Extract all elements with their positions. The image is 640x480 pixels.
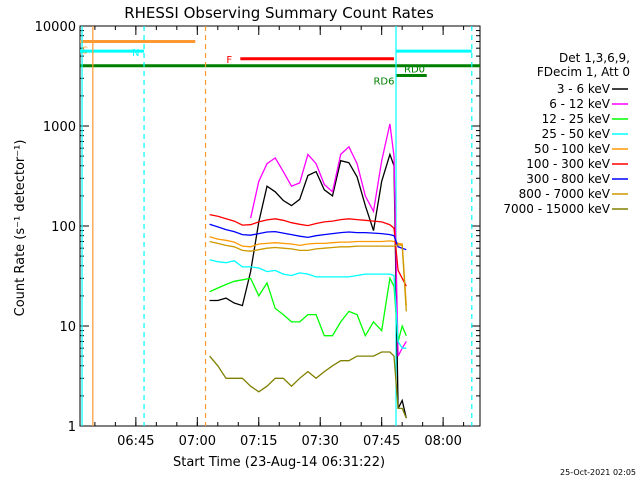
series-line xyxy=(209,351,407,419)
series-line xyxy=(209,223,407,251)
legend-label: 800 - 7000 keV xyxy=(519,187,611,201)
legend-header: Det 1,3,6,9, xyxy=(559,51,630,65)
x-axis-label: Start Time (23-Aug-14 06:31:22) xyxy=(173,455,385,470)
legend-label: 3 - 6 keV xyxy=(557,82,611,96)
plot-area: SNFRD0RD6 xyxy=(79,25,481,427)
x-tick-label: 07:30 xyxy=(301,434,338,449)
x-tick-label: 07:15 xyxy=(240,434,277,449)
legend-label: 25 - 50 keV xyxy=(542,127,611,141)
series-line xyxy=(209,236,407,306)
y-tick-label: 100 xyxy=(51,220,76,235)
legend-label: 6 - 12 keV xyxy=(549,97,611,111)
y-tick-label: 1 xyxy=(68,420,76,435)
legend-label: 7000 - 15000 keV xyxy=(503,202,610,216)
y-axis-label: Count Rate (s⁻¹ detector⁻¹) xyxy=(13,140,28,317)
legend-label: 50 - 100 keV xyxy=(534,142,611,156)
flag-label: RD0 xyxy=(404,64,425,75)
flag-label: RD6 xyxy=(373,76,394,87)
series-line xyxy=(209,152,407,419)
legend-label: 100 - 300 keV xyxy=(526,157,610,171)
y-tick-label: 10 xyxy=(59,320,76,335)
y-tick-labels: 1 10 100 1000 10000 xyxy=(35,20,76,435)
flag-bars: SNFRD0RD6 xyxy=(80,39,480,87)
series-line xyxy=(209,213,407,287)
plot-frame xyxy=(79,25,481,427)
x-tick-label: 07:45 xyxy=(363,434,400,449)
flag-label: N xyxy=(132,48,139,59)
x-tick-label: 06:45 xyxy=(117,434,154,449)
x-tick-label: 08:00 xyxy=(424,434,461,449)
y-tick-label: 10000 xyxy=(35,20,76,35)
legend-header: FDecim 1, Att 0 xyxy=(537,65,630,79)
series-line xyxy=(209,276,407,342)
chart-title: RHESSI Observing Summary Count Rates xyxy=(124,4,434,22)
series-line xyxy=(209,240,407,312)
x-tick-labels: 06:45 07:00 07:15 07:30 07:45 08:00 xyxy=(117,434,462,449)
x-tick-label: 07:00 xyxy=(179,434,216,449)
legend-label: 12 - 25 keV xyxy=(542,112,611,126)
series-line xyxy=(209,259,407,349)
legend-label: 300 - 800 keV xyxy=(526,172,610,186)
y-tick-label: 1000 xyxy=(43,120,76,135)
data-series xyxy=(209,123,407,419)
series-line xyxy=(249,123,407,357)
axis-ticks xyxy=(80,25,480,427)
timestamp: 25-Oct-2021 02:05 xyxy=(560,468,636,477)
flag-label: F xyxy=(226,55,232,66)
vertical-markers xyxy=(81,26,473,426)
